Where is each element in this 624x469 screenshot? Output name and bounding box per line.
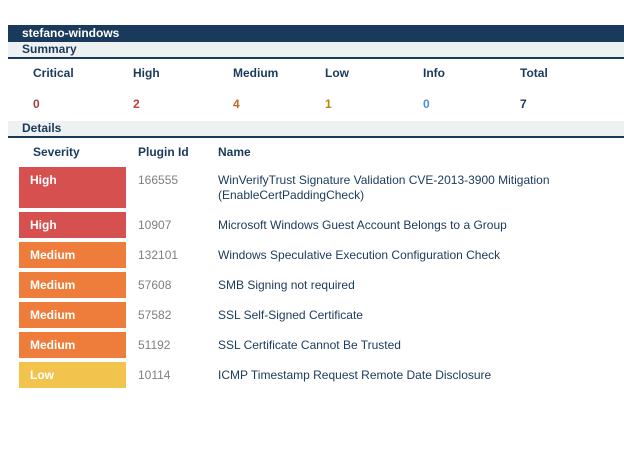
details-section-label: Details — [22, 121, 62, 135]
severity-badge: Low — [19, 362, 126, 388]
summary-count-low: 1 — [325, 97, 332, 111]
plugin-id-cell: 166555 — [138, 173, 179, 187]
summary-column-header-high: High — [133, 66, 160, 80]
finding-name-cell: SMB Signing not required — [218, 278, 355, 292]
finding-name-cell: Microsoft Windows Guest Account Belongs … — [218, 218, 507, 232]
summary-column-header-info: Info — [423, 66, 445, 80]
host-title: stefano-windows — [22, 26, 120, 40]
details-table: Severity Plugin Id Name High 166555 WinV… — [8, 145, 624, 388]
plugin-id-cell: 51192 — [138, 338, 171, 352]
plugin-id-cell: 10907 — [138, 218, 172, 232]
summary-count-high: 2 — [133, 97, 140, 111]
summary-column-header-total: Total — [520, 66, 548, 80]
finding-row[interactable]: High 10907 Microsoft Windows Guest Accou… — [8, 212, 624, 238]
scan-report-page: stefano-windows Summary Critical High Medi… — [8, 25, 624, 388]
severity-badge: High — [19, 167, 126, 208]
summary-column-header-low: Low — [325, 66, 349, 80]
finding-name-cell: Windows Speculative Execution Configurat… — [218, 248, 501, 262]
details-header-name: Name — [218, 145, 251, 159]
severity-badge: Medium — [19, 332, 126, 358]
details-rows: High 166555 WinVerifyTrust Signature Val… — [8, 167, 624, 388]
summary-count-info: 0 — [423, 97, 430, 111]
finding-name-cell: ICMP Timestamp Request Remote Date Discl… — [218, 368, 492, 382]
summary-count-critical: 0 — [33, 97, 40, 111]
summary-section-bar: Summary — [8, 42, 624, 59]
plugin-id-cell: 10114 — [138, 368, 171, 382]
summary-header-row: Critical High Medium Low Info Total — [33, 66, 624, 80]
plugin-id-cell: 57582 — [138, 308, 172, 322]
summary-value-row: 0 2 4 1 0 7 — [33, 97, 624, 111]
details-header-severity: Severity — [33, 145, 80, 159]
summary-table: Critical High Medium Low Info Total 0 2 4 1 0 7 — [33, 66, 624, 111]
finding-name-cell: WinVerifyTrust Signature Validation CVE-… — [218, 173, 550, 202]
summary-count-medium: 4 — [233, 97, 240, 111]
summary-column-header-medium: Medium — [233, 66, 279, 80]
finding-row[interactable]: High 166555 WinVerifyTrust Signature Val… — [8, 167, 624, 208]
finding-row[interactable]: Medium 51192 SSL Certificate Cannot Be T… — [8, 332, 624, 358]
finding-row[interactable]: Medium 132101 Windows Speculative Execut… — [8, 242, 624, 268]
summary-section-label: Summary — [22, 42, 77, 56]
severity-badge: Medium — [19, 272, 126, 298]
severity-badge: High — [19, 212, 126, 238]
details-section-bar: Details — [8, 121, 624, 138]
details-header-row: Severity Plugin Id Name — [8, 145, 624, 159]
host-title-bar: stefano-windows — [8, 25, 624, 42]
finding-row[interactable]: Low 10114 ICMP Timestamp Request Remote … — [8, 362, 624, 388]
finding-name-cell: SSL Certificate Cannot Be Trusted — [218, 338, 401, 352]
finding-row[interactable]: Medium 57582 SSL Self-Signed Certificate — [8, 302, 624, 328]
summary-column-header-critical: Critical — [33, 66, 74, 80]
finding-name-cell: SSL Self-Signed Certificate — [218, 308, 363, 322]
severity-badge: Medium — [19, 302, 126, 328]
details-header-plugin-id: Plugin Id — [138, 145, 189, 159]
plugin-id-cell: 132101 — [138, 248, 179, 262]
finding-row[interactable]: Medium 57608 SMB Signing not required — [8, 272, 624, 298]
summary-count-total: 7 — [520, 97, 527, 111]
plugin-id-cell: 57608 — [138, 278, 172, 292]
severity-badge: Medium — [19, 242, 126, 268]
